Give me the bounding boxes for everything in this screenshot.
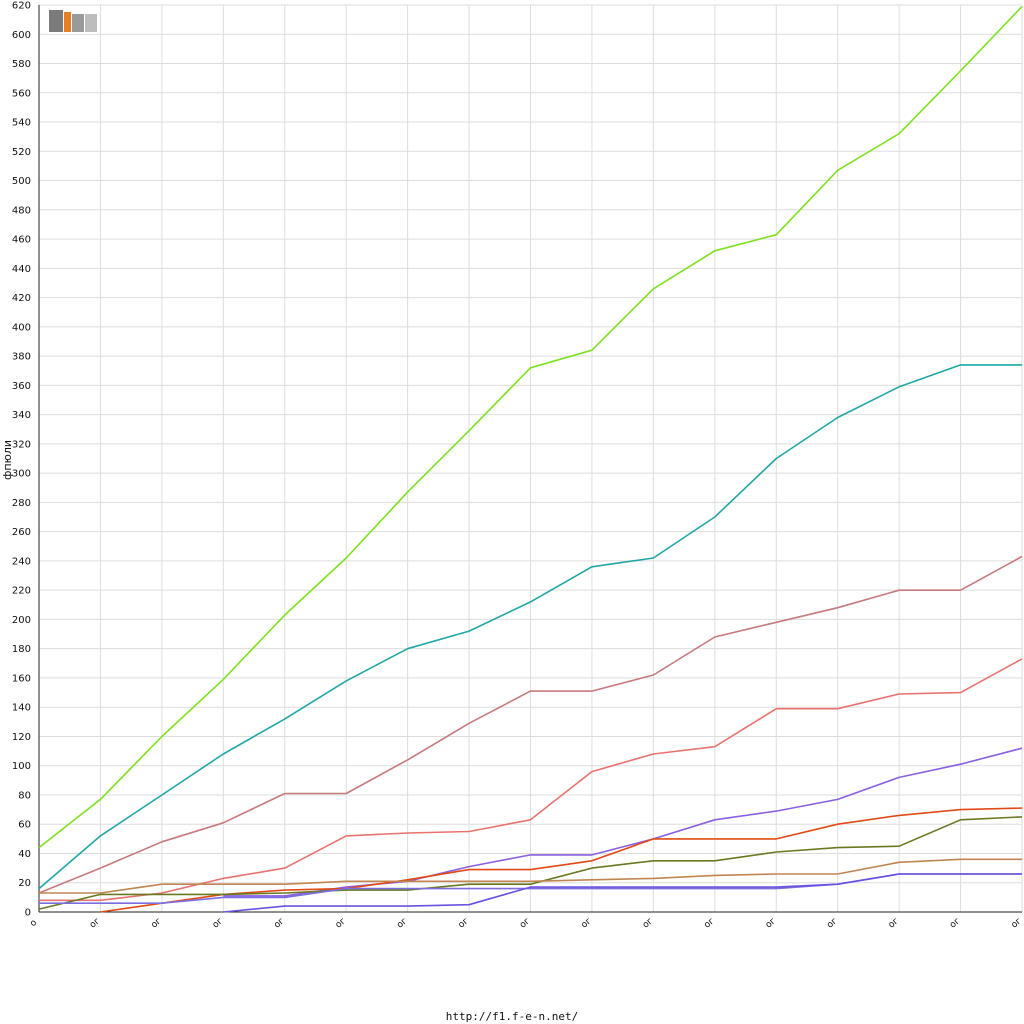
y-axis-label: фпюли	[1, 440, 14, 480]
series-line-3	[38, 555, 1023, 894]
y-tick-label: 0	[25, 908, 31, 919]
y-tick-label: 200	[12, 615, 31, 626]
x-tick-label: о	[28, 918, 39, 930]
y-tick-label: 440	[12, 264, 31, 275]
y-tick-label: 620	[12, 1, 31, 12]
series-line-4	[39, 658, 1023, 902]
series-line-8	[39, 858, 1022, 894]
x-tick-label: ог	[764, 916, 778, 930]
grid-lines	[38, 4, 1023, 913]
y-tick-label: 260	[12, 527, 31, 538]
x-tick-label: ог	[702, 916, 716, 930]
y-tick-label: 80	[18, 790, 31, 801]
x-tick-label: ог	[1010, 916, 1024, 930]
series-line-6	[100, 807, 1023, 913]
x-tick-label: ог	[457, 916, 471, 930]
y-tick-label: 180	[12, 644, 31, 655]
y-tick-label: 60	[18, 820, 31, 831]
axes	[38, 5, 1022, 913]
x-tick-label: ог	[948, 916, 962, 930]
series-line-5	[223, 747, 1023, 897]
y-tick-label: 160	[12, 673, 31, 684]
x-tick-label: ог	[88, 916, 102, 930]
y-tick-label: 500	[12, 176, 31, 187]
y-tick-label: 580	[12, 59, 31, 70]
series-line-7	[38, 816, 1023, 910]
y-tick-label: 400	[12, 322, 31, 333]
y-tick-label: 380	[12, 352, 31, 363]
y-tick-label: 540	[12, 118, 31, 129]
series-line-10	[223, 873, 1022, 913]
y-tick-label: 360	[12, 381, 31, 392]
x-tick-label: ог	[825, 916, 839, 930]
y-tick-label: 100	[12, 761, 31, 772]
x-tick-label: ог	[149, 916, 163, 930]
y-tick-label: 560	[12, 88, 31, 99]
y-tick-label: 240	[12, 556, 31, 567]
y-tick-label: 520	[12, 147, 31, 158]
y-tick-label: 20	[18, 878, 31, 889]
x-tick-label: ог	[211, 916, 225, 930]
x-tick-label: ог	[272, 916, 286, 930]
y-tick-label: 420	[12, 293, 31, 304]
series-lines	[38, 5, 1023, 913]
y-tick-label: 460	[12, 235, 31, 246]
y-tick-label: 40	[18, 849, 31, 860]
x-tick-labels: о ог ог ог ог ог ог ог ог ог ог ог ог ог ог ог ог	[28, 916, 1024, 930]
x-tick-label: ог	[641, 916, 655, 930]
x-tick-label: ог	[887, 916, 901, 930]
y-tick-label: 300	[12, 469, 31, 480]
x-tick-label: ог	[395, 916, 409, 930]
y-tick-labels: 0 20 40 60 80 100 120 140 160 180 200 220 240 260 280 3…	[12, 1, 31, 919]
y-tick-label: 600	[12, 30, 31, 41]
y-tick-label: 140	[12, 703, 31, 714]
source-url: http://f1.f-e-n.net/	[445, 1010, 579, 1023]
y-tick-label: 280	[12, 498, 31, 509]
site-logo	[48, 8, 98, 34]
y-tick-label: 340	[12, 410, 31, 421]
y-tick-label: 480	[12, 205, 31, 216]
x-tick-label: ог	[334, 916, 348, 930]
y-tick-label: 320	[12, 439, 31, 450]
y-tick-label: 120	[12, 732, 31, 743]
x-tick-label: ог	[580, 916, 594, 930]
series-line-2	[38, 364, 1022, 890]
series-line-1	[38, 5, 1023, 849]
y-tick-label: 220	[12, 586, 31, 597]
x-tick-label: ог	[518, 916, 532, 930]
